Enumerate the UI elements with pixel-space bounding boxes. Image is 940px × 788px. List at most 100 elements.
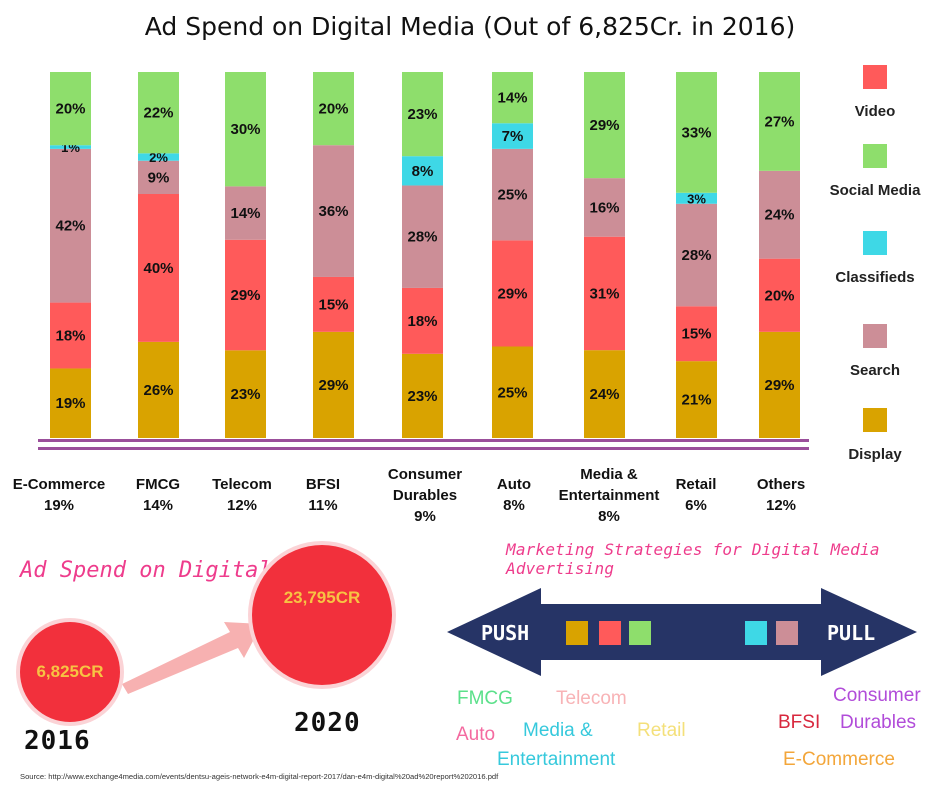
bar-value-label: 9% — [148, 169, 170, 186]
category-label-auto: Auto 8% — [459, 474, 569, 516]
bar-segment — [225, 350, 266, 438]
legend-item-video: Video — [820, 65, 930, 120]
legend-swatch — [863, 324, 887, 348]
bar-segment — [584, 72, 625, 179]
bar-value-label: 40% — [143, 260, 173, 277]
bar-value-label: 14% — [497, 90, 527, 107]
bar-segment — [676, 306, 717, 362]
circle-2020: 23,795CR — [252, 545, 392, 685]
category-share: 12% — [765, 497, 797, 514]
baseline-line — [38, 439, 809, 442]
bar-value-label: 36% — [318, 203, 348, 220]
category-label-fmcg: FMCG 14% — [103, 474, 213, 516]
bar-segment — [138, 72, 179, 154]
legend-swatch — [863, 144, 887, 168]
growth-arrow-icon — [122, 622, 262, 694]
pull-industry-bfsi: BFSI — [778, 712, 821, 733]
bar-segment — [50, 145, 91, 149]
pull-industry-e-commerce: E-Commerce — [783, 749, 895, 770]
bar-segment — [492, 346, 533, 438]
bar-value-label: 23% — [407, 106, 437, 123]
pull-swatch-search — [776, 621, 798, 645]
push-industry-media: Media & — [523, 720, 593, 741]
category-name: BFSI — [305, 476, 341, 493]
category-share: 6% — [685, 497, 707, 514]
legend-swatch — [863, 231, 887, 255]
bar-segment — [492, 123, 533, 149]
category-name: E-Commerce — [12, 476, 106, 493]
category-share: 8% — [503, 497, 525, 514]
category-label-media-entertainment: Media & Entertainment 8% — [554, 464, 664, 527]
bar-segment — [676, 72, 717, 193]
bar-segment — [50, 302, 91, 369]
bar-segment — [313, 72, 354, 146]
bar-value-label: 3% — [687, 191, 706, 206]
category-label-consumer-durables: Consumer Durables 9% — [370, 464, 480, 527]
bar-value-label: 33% — [681, 124, 711, 141]
bar-segment — [584, 178, 625, 237]
bar-value-label: 29% — [230, 287, 260, 304]
legend-swatch — [863, 65, 887, 89]
category-share: 12% — [226, 497, 258, 514]
pull-swatch-classifieds — [745, 621, 767, 645]
bar-segment — [584, 236, 625, 351]
value-2016: 6,825CR — [36, 662, 104, 681]
bar-value-label: 31% — [589, 285, 619, 302]
circle-2016: 6,825CR — [20, 622, 120, 722]
bar-value-label: 28% — [407, 229, 437, 246]
legend-label: Display — [848, 446, 902, 463]
bar-segment — [225, 239, 266, 351]
bar-segment — [50, 368, 91, 438]
bar-value-label: 25% — [497, 384, 527, 401]
bar-segment — [676, 203, 717, 307]
bar-value-label: 23% — [230, 386, 260, 403]
category-label-others: Others 12% — [726, 474, 836, 516]
bar-value-label: 15% — [318, 296, 348, 313]
bar-segment — [313, 145, 354, 277]
legend-swatch — [863, 408, 887, 432]
bar-segment — [138, 194, 179, 342]
pull-industry-consumer: Consumer — [833, 685, 921, 706]
category-name: Telecom — [212, 476, 272, 493]
bar-segment — [676, 192, 717, 204]
push-label: PUSH — [481, 621, 529, 645]
bars-layer: 19%18%42%1%20%26%40%9%2%22%23%29%14%30%2… — [50, 72, 800, 438]
push-swatch-social-media — [629, 621, 651, 645]
bar-value-label: 30% — [230, 121, 260, 138]
bar-segment — [313, 276, 354, 332]
bar-segment — [50, 148, 91, 303]
category-share: 8% — [598, 508, 620, 525]
bar-value-label: 18% — [55, 328, 85, 345]
legend-item-social-media: Social Media — [820, 144, 930, 199]
bar-value-label: 24% — [764, 207, 794, 224]
bar-value-label: 14% — [230, 205, 260, 222]
bar-value-label: 20% — [55, 101, 85, 118]
pull-industry-durables: Durables — [840, 712, 917, 733]
bar-value-label: 16% — [589, 199, 619, 216]
bar-value-label: 20% — [318, 101, 348, 118]
bar-value-label: 24% — [589, 386, 619, 403]
category-share: 19% — [43, 497, 75, 514]
bar-segment — [584, 350, 625, 438]
category-name: Media & Entertainment — [558, 466, 660, 504]
bar-segment — [225, 72, 266, 187]
push-industry-auto: Auto — [456, 724, 496, 745]
bar-value-label: 20% — [764, 287, 794, 304]
bar-segment — [225, 186, 266, 240]
bar-segment — [759, 331, 800, 438]
bar-segment — [492, 72, 533, 124]
bar-segment — [138, 341, 179, 438]
category-name: Consumer Durables — [387, 466, 463, 504]
bar-value-label: 29% — [589, 117, 619, 134]
bar-segment — [313, 331, 354, 438]
legend-label: Video — [854, 103, 896, 120]
category-share: 9% — [414, 508, 436, 525]
pull-label: PULL — [827, 621, 875, 645]
legend-label: Search — [849, 362, 901, 379]
bar-value-label: 23% — [407, 388, 437, 405]
bar-segment — [402, 353, 443, 438]
bar-value-label: 8% — [412, 163, 434, 180]
bar-segment — [138, 153, 179, 161]
category-label-retail: Retail 6% — [641, 474, 751, 516]
